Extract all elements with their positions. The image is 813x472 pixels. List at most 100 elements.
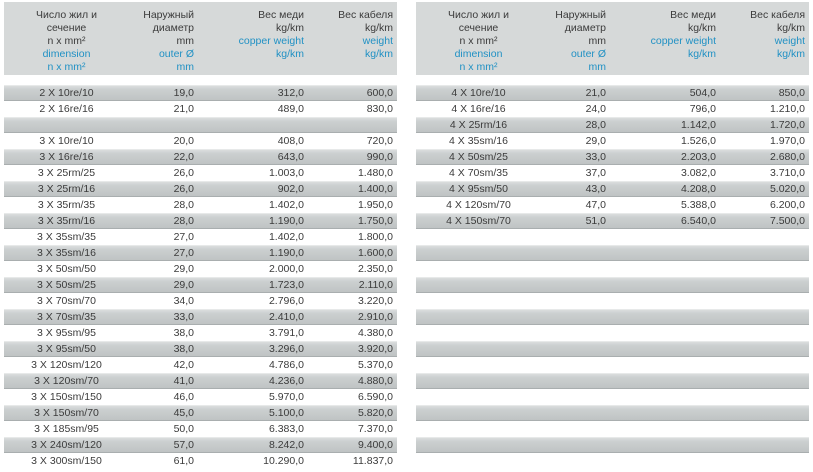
cell-outer-diameter: 29,0 (173, 263, 194, 275)
cell-copper-weight: 902,0 (277, 183, 304, 195)
table-row: 3 X 16re/16 22,0 643,0 990,0 (4, 149, 397, 165)
header-line-en: kg/km (364, 48, 393, 60)
table-row: 3 X 35rm/16 28,0 1.190,0 1.750,0 (4, 213, 397, 229)
header-line-en: kg/km (776, 48, 805, 60)
cell-cable-weight: 2.110,0 (358, 279, 393, 291)
cell-outer-diameter: 21,0 (173, 103, 194, 115)
cell-copper-weight: 5.388,0 (680, 199, 716, 211)
table-row-empty (416, 309, 809, 325)
cell-dimension: 3 X 35sm/16 (37, 247, 96, 259)
cell-cable-weight: 5.370,0 (357, 359, 393, 371)
cell-dimension: 4 X 70sm/35 (449, 167, 508, 179)
cell-cable-weight: 2.910,0 (357, 311, 393, 323)
header-col-cable-weight: Вес кабеля kg/km weight kg/km (716, 9, 809, 75)
cell-cable-weight: 720,0 (366, 135, 393, 147)
cell-cable-weight: 600,0 (366, 87, 393, 99)
header-line-en: outer Ø (570, 48, 606, 60)
header-col-copper-weight: Вес меди kg/km copper weight kg/km (606, 9, 716, 75)
cell-dimension: 3 X 35rm/35 (37, 199, 96, 211)
table-row-empty (416, 341, 809, 357)
cell-cable-weight: 990,0 (366, 151, 393, 163)
cell-cable-weight: 850,0 (778, 87, 805, 99)
cell-dimension: 4 X 10re/10 (451, 87, 506, 99)
cell-copper-weight: 1.142,0 (680, 119, 716, 131)
cell-copper-weight: 1.402,0 (268, 231, 304, 243)
cell-dimension: 3 X 150sm/70 (34, 407, 99, 419)
table-row: 4 X 70sm/35 37,0 3.082,0 3.710,0 (416, 165, 809, 181)
cell-cable-weight: 3.920,0 (357, 343, 393, 355)
cell-copper-weight: 4.786,0 (268, 359, 304, 371)
table-row: 4 X 120sm/70 47,0 5.388,0 6.200,0 (416, 197, 809, 213)
cell-cable-weight: 1.600,0 (357, 247, 393, 259)
table-row-empty (416, 245, 809, 261)
cell-cable-weight: 6.590,0 (357, 391, 393, 403)
header-col-dimension: Число жил и сечение n x mm² dimension n x mm… (416, 9, 541, 75)
cell-outer-diameter: 45,0 (173, 407, 194, 419)
table-row: 2 X 16re/16 21,0 489,0 830,0 (4, 101, 397, 117)
cell-outer-diameter: 41,0 (173, 375, 194, 387)
cell-outer-diameter: 28,0 (585, 119, 606, 131)
cell-dimension: 4 X 16re/16 (451, 103, 506, 115)
cell-cable-weight: 2.680,0 (769, 151, 805, 163)
table-row: 4 X 35sm/16 29,0 1.526,0 1.970,0 (416, 133, 809, 149)
table-row: 4 X 10re/10 21,0 504,0 850,0 (416, 85, 809, 101)
table-header: Число жил и сечение n x mm² dimension n x mm… (4, 2, 397, 75)
header-line-en: copper weight (650, 35, 716, 47)
table-body: 4 X 10re/10 21,0 504,0 850,0 4 X 16re/16 24,0… (416, 85, 809, 469)
cable-table-2-3-core: Число жил и сечение n x mm² dimension n x mm… (4, 0, 397, 469)
cell-outer-diameter: 34,0 (173, 295, 194, 307)
table-row-empty (416, 453, 809, 469)
cell-dimension: 4 X 95sm/50 (449, 183, 508, 195)
cell-copper-weight: 504,0 (689, 87, 716, 99)
header-line: kg/km (364, 22, 393, 34)
cell-copper-weight: 3.791,0 (268, 327, 304, 339)
header-line-en: weight (362, 35, 393, 47)
cell-cable-weight: 4.880,0 (357, 375, 393, 387)
table-row: 3 X 240sm/120 57,0 8.242,0 9.400,0 (4, 437, 397, 453)
cell-cable-weight: 7.500,0 (769, 215, 805, 227)
cell-dimension: 4 X 35sm/16 (449, 135, 508, 147)
cell-outer-diameter: 38,0 (173, 327, 194, 339)
cell-cable-weight: 1.480,0 (357, 167, 393, 179)
cell-copper-weight: 6.540,0 (680, 215, 716, 227)
table-row: 3 X 35sm/16 27,0 1.190,0 1.600,0 (4, 245, 397, 261)
cell-dimension: 3 X 50sm/25 (37, 279, 96, 291)
cell-outer-diameter: 51,0 (585, 215, 606, 227)
table-row: 3 X 70sm/70 34,0 2.796,0 3.220,0 (4, 293, 397, 309)
table-row: 3 X 95sm/95 38,0 3.791,0 4.380,0 (4, 325, 397, 341)
cell-outer-diameter: 27,0 (173, 247, 194, 259)
cell-copper-weight: 3.082,0 (680, 167, 716, 179)
cell-copper-weight: 2.000,0 (268, 263, 304, 275)
cell-dimension: 3 X 120sm/120 (31, 359, 102, 371)
cell-cable-weight: 1.210,0 (769, 103, 805, 115)
header-line-en: weight (774, 35, 805, 47)
cell-copper-weight: 3.296,0 (268, 343, 304, 355)
table-row: 3 X 35rm/35 28,0 1.402,0 1.950,0 (4, 197, 397, 213)
cell-copper-weight: 1.723,0 (268, 279, 304, 291)
cell-cable-weight: 2.350,0 (357, 263, 393, 275)
cell-copper-weight: 2.796,0 (268, 295, 304, 307)
cell-cable-weight: 5.820,0 (357, 407, 393, 419)
header-line: kg/km (687, 22, 716, 34)
table-row-empty (416, 437, 809, 453)
cell-outer-diameter: 47,0 (585, 199, 606, 211)
cell-outer-diameter: 28,0 (173, 199, 194, 211)
header-line: kg/km (776, 22, 805, 34)
header-line-en: mm (588, 61, 607, 73)
header-line: диаметр (564, 22, 606, 34)
cell-outer-diameter: 38,0 (173, 343, 194, 355)
header-line: Вес кабеля (750, 9, 805, 21)
cell-cable-weight: 3.220,0 (357, 295, 393, 307)
header-line-en: mm (176, 61, 195, 73)
table-row-empty (416, 261, 809, 277)
table-row: 3 X 70sm/35 33,0 2.410,0 2.910,0 (4, 309, 397, 325)
header-line: Число жил и (36, 9, 97, 21)
table-row: 3 X 35sm/35 27,0 1.402,0 1.800,0 (4, 229, 397, 245)
table-row: 3 X 185sm/95 50,0 6.383,0 7.370,0 (4, 421, 397, 437)
cell-copper-weight: 1.402,0 (268, 199, 304, 211)
cell-cable-weight: 7.370,0 (357, 423, 393, 435)
cell-copper-weight: 1.526,0 (680, 135, 716, 147)
cell-dimension: 3 X 150sm/150 (31, 391, 102, 403)
cell-cable-weight: 1.750,0 (357, 215, 393, 227)
